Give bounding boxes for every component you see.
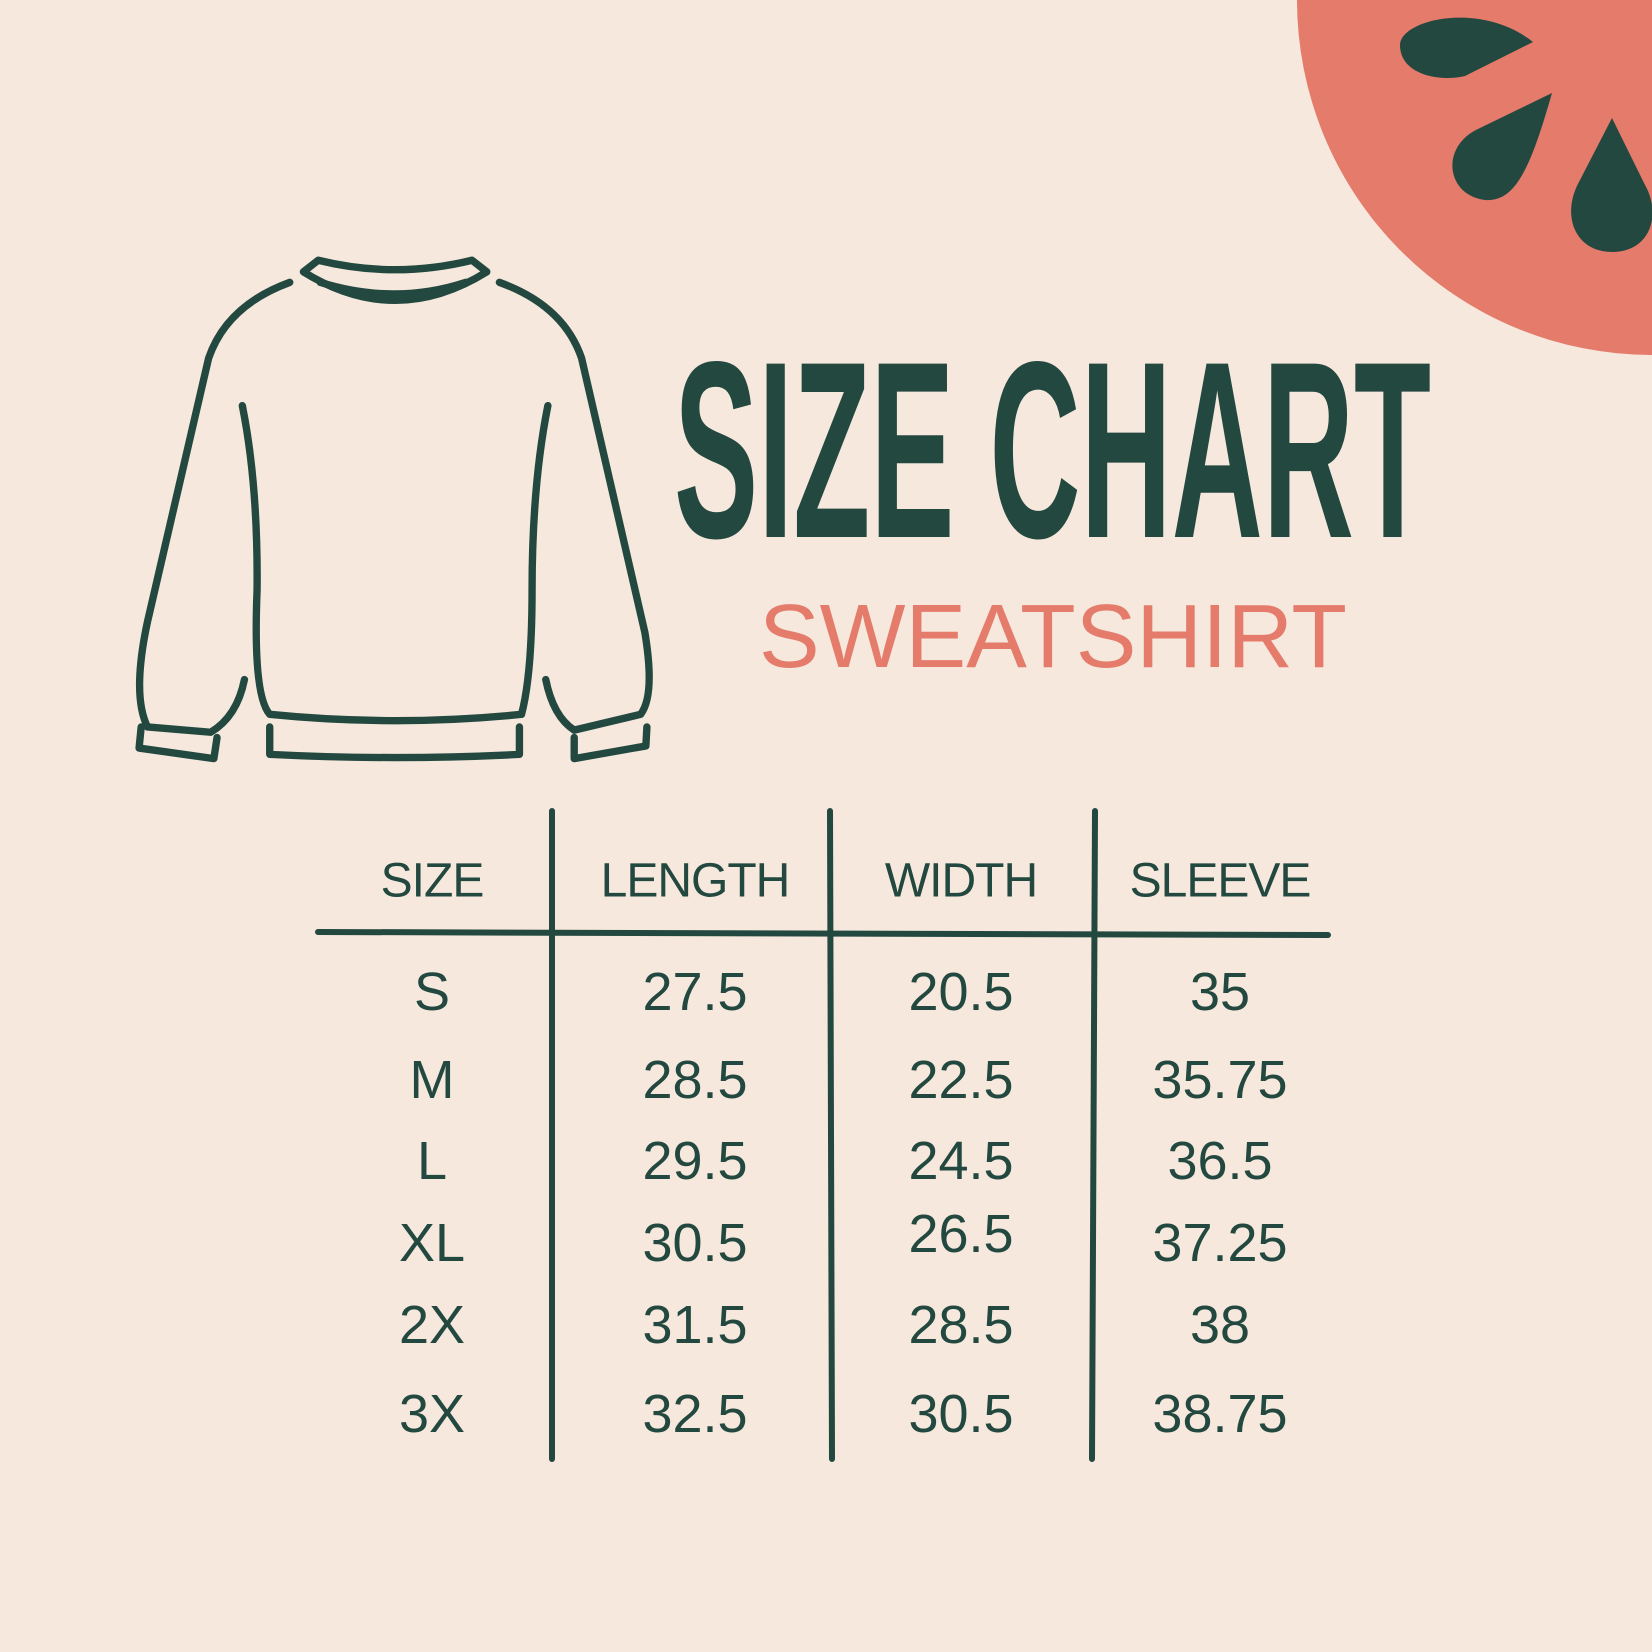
table-cell: 31.5	[642, 1295, 748, 1355]
table-cell: 22.5	[908, 1050, 1014, 1110]
table-cell: 38.75	[1152, 1384, 1288, 1444]
table-cell: 30.5	[642, 1213, 748, 1273]
page-title: SIZE CHART	[674, 310, 1431, 591]
table-cell: S	[413, 962, 451, 1022]
page-subtitle: SWEATSHIRT	[759, 587, 1347, 687]
table-cell: 28.5	[908, 1295, 1014, 1355]
table-cell: XL	[398, 1213, 466, 1273]
table-cell: 27.5	[642, 962, 748, 1022]
table-grid	[315, 808, 1331, 1462]
column-header: LENGTH	[600, 854, 791, 908]
table-cell: M	[409, 1050, 455, 1110]
table-cell: 24.5	[908, 1131, 1014, 1191]
table-cell: 32.5	[642, 1384, 748, 1444]
table-cell: 29.5	[642, 1131, 748, 1191]
table-cell: 2X	[398, 1295, 466, 1355]
table-cell: 28.5	[642, 1050, 748, 1110]
table-cell: 30.5	[908, 1384, 1014, 1444]
column-header: WIDTH	[884, 854, 1038, 908]
column-header: SIZE	[380, 854, 485, 908]
table-cell: L	[416, 1131, 448, 1191]
sweatshirt-icon	[135, 256, 653, 763]
column-header: SLEEVE	[1129, 854, 1312, 908]
table-cell: 37.25	[1152, 1213, 1288, 1273]
table-cell: 20.5	[908, 962, 1014, 1022]
table-cell: 38	[1189, 1295, 1251, 1355]
table-cell: 35	[1189, 962, 1251, 1022]
table-cell: 35.75	[1152, 1050, 1288, 1110]
watermelon-slice-icon	[1297, 0, 1652, 355]
table-cell: 3X	[398, 1384, 466, 1444]
table-cell: 26.5	[908, 1204, 1014, 1264]
table-cell: 36.5	[1167, 1131, 1273, 1191]
